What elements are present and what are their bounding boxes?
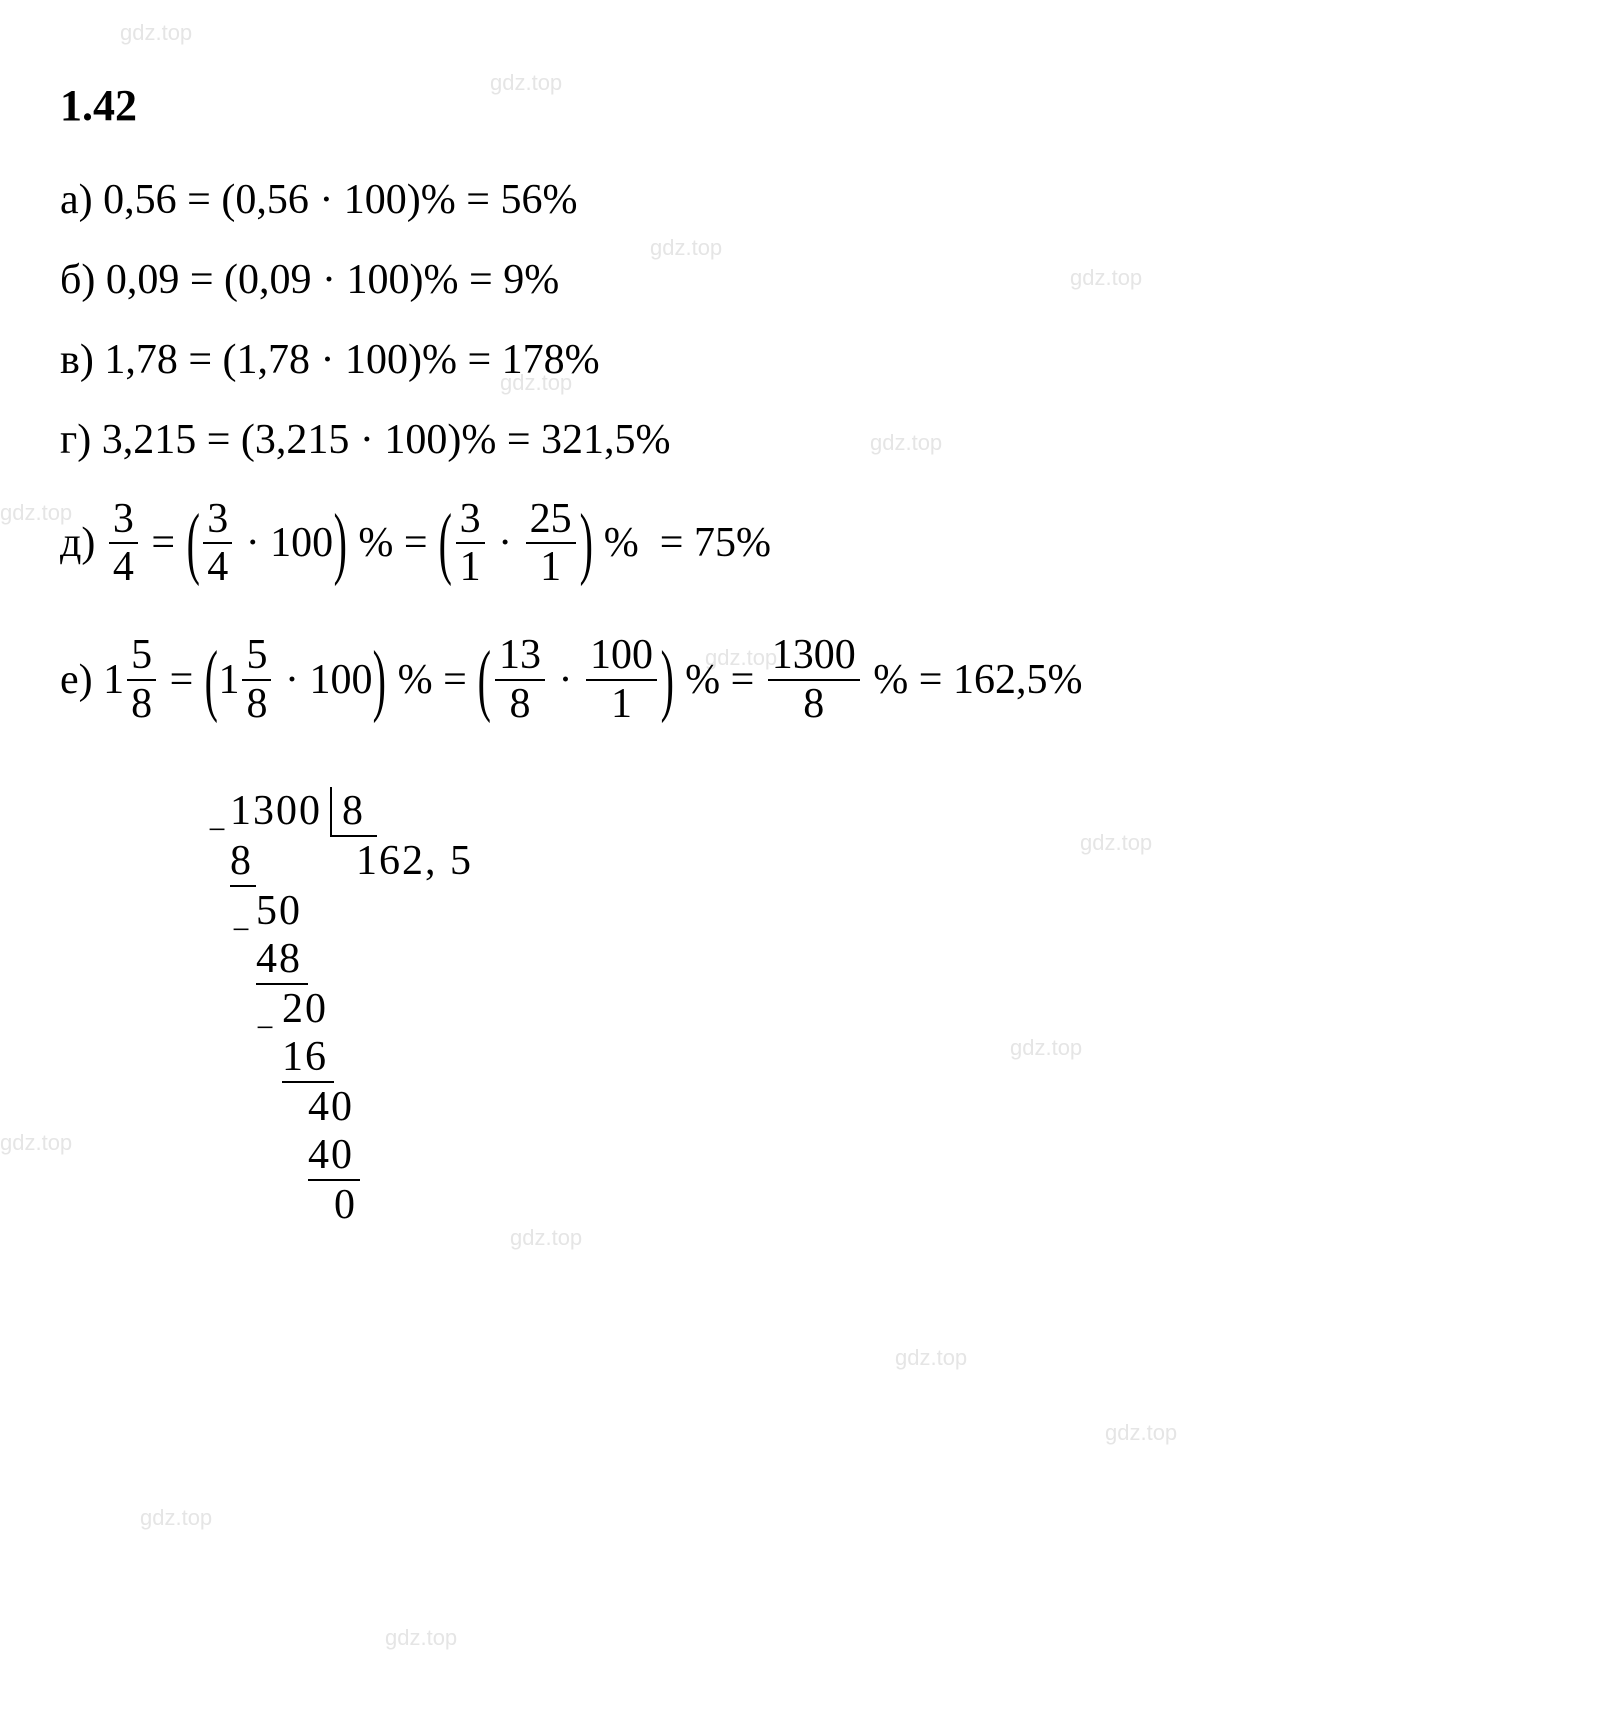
lparen-icon: ( [204, 656, 217, 704]
ld-step-value: 40 [308, 1083, 360, 1131]
watermark: gdz.top [120, 20, 192, 46]
ld-step-row: 40 [230, 1131, 1539, 1181]
eq-f-frac4: 100 1 [586, 632, 657, 726]
watermark: gdz.top [1105, 1420, 1177, 1446]
eq-a-label: а) [60, 176, 93, 224]
eq-e-frac4: 25 1 [526, 496, 576, 590]
eq-e-frac3-num: 3 [456, 496, 485, 544]
eq-e-mult1: · 100 [246, 519, 334, 567]
eq-e-label: д) [60, 519, 95, 567]
eq-f-rhs: = 162,5% [919, 656, 1083, 704]
rparen-icon: ) [661, 656, 674, 704]
eq-c-rhs: 178% [502, 336, 600, 384]
eq-d-label: г) [60, 416, 91, 464]
rparen-icon: ) [373, 656, 386, 704]
eq-e-frac1-num: 3 [109, 496, 138, 544]
ld-step-row: −20 [230, 985, 1539, 1033]
eq-f-frac5-den: 8 [799, 681, 828, 727]
eq-f-whole1: 1 [103, 656, 124, 704]
ld-dividend: 1300 [230, 787, 322, 837]
eq-f-frac5: 1300 8 [768, 632, 860, 726]
eq-e-frac2: 3 4 [203, 496, 232, 590]
eq-f-frac2: 5 8 [242, 632, 271, 726]
eq-d-mid: (3,215 · 100)% [241, 416, 496, 464]
eq-b-label: б) [60, 256, 95, 304]
eq-f-frac1-den: 8 [127, 681, 156, 727]
lparen-icon: ( [439, 519, 452, 567]
problem-number: 1.42 [60, 80, 1539, 131]
eq-f-frac2-den: 8 [242, 681, 271, 727]
eq-f-frac5-num: 1300 [768, 632, 860, 680]
eq-f-frac3: 13 8 [495, 632, 545, 726]
equation-f: е) 1 5 8 = ( 1 5 8 · 100 ) % = ( 13 8 · … [60, 632, 1539, 726]
eq-d-rhs: 321,5% [541, 416, 671, 464]
equation-d: г) 3,215 = (3,215 · 100)% = 321,5% [60, 416, 1539, 464]
minus-icon: − [208, 811, 226, 848]
watermark: gdz.top [140, 1505, 212, 1531]
long-division: − 1300 8 8 162, 5 −5048−201640400 [230, 787, 1539, 1229]
ld-step-row: 48 [230, 935, 1539, 985]
eq-b-rhs: 9% [503, 256, 559, 304]
eq-c-lhs: 1,78 [104, 336, 178, 384]
eq-e-frac1-den: 4 [109, 544, 138, 590]
equation-b: б) 0,09 = (0,09 · 100)% = 9% [60, 256, 1539, 304]
ld-step-row: 16 [230, 1033, 1539, 1083]
watermark: gdz.top [510, 1225, 582, 1251]
watermark: gdz.top [385, 1625, 457, 1651]
eq-f-frac3-den: 8 [505, 681, 534, 727]
equation-a: а) 0,56 = (0,56 · 100)% = 56% [60, 176, 1539, 224]
eq-e-frac4-den: 1 [536, 544, 565, 590]
eq-e-frac2-num: 3 [203, 496, 232, 544]
eq-b-mid: (0,09 · 100)% [224, 256, 458, 304]
ld-step-row: 0 [230, 1181, 1539, 1229]
eq-a-mid: (0,56 · 100)% [221, 176, 455, 224]
ld-step-value: 20 [282, 985, 334, 1033]
eq-e-rhs: = 75% [660, 519, 771, 567]
rparen-icon: ) [579, 519, 592, 567]
eq-f-frac1: 5 8 [127, 632, 156, 726]
ld-step-0: 8 [230, 837, 256, 887]
watermark: gdz.top [895, 1345, 967, 1371]
equation-e: д) 3 4 = ( 3 4 · 100 ) % = ( 3 1 · 25 1 … [60, 496, 1539, 590]
ld-step-value: 50 [256, 887, 308, 935]
ld-step-value: 0 [334, 1181, 360, 1229]
eq-c-mid: (1,78 · 100)% [223, 336, 457, 384]
eq-e-frac2-den: 4 [203, 544, 232, 590]
eq-b-lhs: 0,09 [106, 256, 180, 304]
eq-f-whole2: 1 [218, 656, 239, 704]
eq-a-lhs: 0,56 [103, 176, 177, 224]
eq-f-frac3-num: 13 [495, 632, 545, 680]
lparen-icon: ( [478, 656, 491, 704]
ld-step-value: 48 [256, 935, 308, 985]
eq-e-frac3-den: 1 [456, 544, 485, 590]
lparen-icon: ( [186, 519, 199, 567]
eq-f-frac4-num: 100 [586, 632, 657, 680]
ld-quotient: 162, 5 [336, 837, 473, 887]
eq-f-mult1: · 100 [285, 656, 373, 704]
ld-step-row: 40 [230, 1083, 1539, 1131]
ld-step-value: 16 [282, 1033, 334, 1083]
eq-c-label: в) [60, 336, 94, 384]
eq-f-frac4-den: 1 [607, 681, 636, 727]
eq-f-frac2-num: 5 [242, 632, 271, 680]
eq-f-label: е) [60, 656, 93, 704]
eq-e-frac4-num: 25 [526, 496, 576, 544]
rparen-icon: ) [334, 519, 347, 567]
eq-e-frac1: 3 4 [109, 496, 138, 590]
eq-a-rhs: 56% [500, 176, 577, 224]
eq-f-frac1-num: 5 [127, 632, 156, 680]
equation-c: в) 1,78 = (1,78 · 100)% = 178% [60, 336, 1539, 384]
ld-step-row: −50 [230, 887, 1539, 935]
eq-d-lhs: 3,215 [102, 416, 197, 464]
ld-divisor: 8 [330, 787, 377, 837]
eq-e-frac3: 3 1 [456, 496, 485, 590]
ld-step-value: 40 [308, 1131, 360, 1181]
